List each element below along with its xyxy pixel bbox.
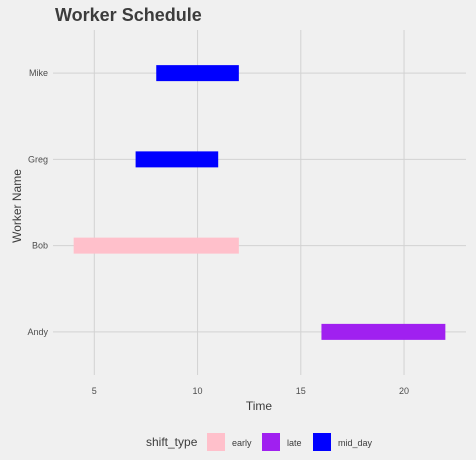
chart-title: Worker Schedule — [55, 5, 202, 25]
x-tick-label: 15 — [296, 386, 306, 396]
legend-swatch-early — [207, 433, 225, 451]
legend-swatch-late — [262, 433, 280, 451]
legend-label-mid_day: mid_day — [338, 438, 373, 448]
y-tick-labels: Andy Bob Greg Mike — [27, 68, 48, 337]
y-tick-label: Mike — [29, 68, 48, 78]
shift-bar-greg — [135, 151, 219, 168]
y-tick-label: Bob — [32, 241, 48, 251]
legend-swatch-mid_day — [313, 433, 331, 451]
bars — [73, 65, 446, 340]
x-tick-label: 10 — [193, 386, 203, 396]
y-tick-label: Greg — [28, 154, 48, 164]
legend-label-late: late — [287, 438, 302, 448]
grid — [53, 30, 466, 375]
legend: shift_type early late mid_day — [146, 433, 373, 451]
x-tick-label: 5 — [92, 386, 97, 396]
x-tick-labels: 5 10 15 20 — [92, 386, 409, 396]
y-axis-title: Worker Name — [10, 169, 24, 243]
x-tick-label: 20 — [399, 386, 409, 396]
shift-bar-andy — [321, 323, 446, 340]
shift-bar-mike — [156, 65, 239, 82]
x-axis-title: Time — [246, 399, 273, 413]
y-tick-label: Andy — [27, 327, 48, 337]
legend-label-early: early — [232, 438, 252, 448]
shift-bar-bob — [73, 237, 239, 254]
legend-title: shift_type — [146, 435, 198, 449]
